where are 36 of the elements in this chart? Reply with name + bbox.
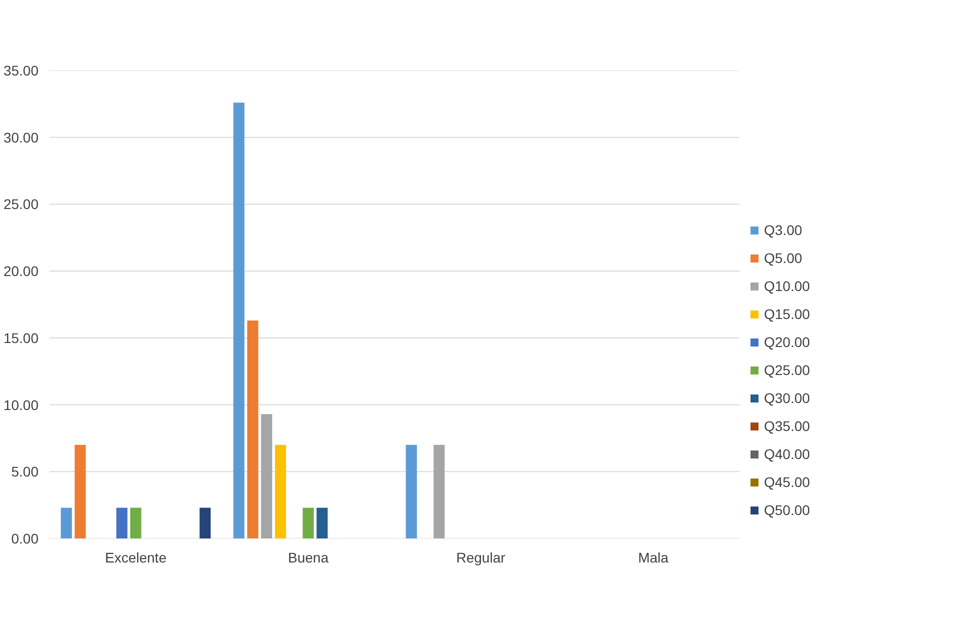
bar [274,444,286,538]
bar [302,508,314,538]
y-tick-label: 35.00 [3,62,39,78]
bar [116,508,128,538]
y-tick-label: 0.00 [11,530,39,546]
y-tick-label: 25.00 [3,196,39,212]
legend-label: Q15.00 [764,306,810,322]
legend-label: Q10.00 [764,278,810,294]
y-tick-label: 30.00 [3,129,39,146]
x-tick-label: Excelente [105,550,167,566]
bar [434,444,445,538]
bar [406,444,417,538]
y-tick-label: 10.00 [3,396,39,413]
bar [74,444,86,538]
y-tick-label: 15.00 [3,330,39,346]
legend-label: Q40.00 [764,446,810,462]
legend-label: Q50.00 [764,502,810,518]
bar [316,508,328,538]
legend-label: Q5.00 [764,250,802,266]
x-tick-label: Mala [638,550,669,566]
legend-label: Q20.00 [764,334,810,350]
x-tick-label: Regular [456,550,506,566]
bar [60,508,72,538]
legend-label: Q3.00 [764,222,802,238]
y-tick-label: 20.00 [3,263,39,280]
y-tick-label: 5.00 [11,464,39,480]
legend-label: Q45.00 [764,474,810,490]
bar [200,508,211,538]
legend-label: Q30.00 [764,390,810,406]
x-tick-label: Buena [288,550,329,566]
bar [261,414,272,538]
bar [247,320,258,538]
bar [130,508,142,538]
bar [233,102,244,538]
legend-label: Q35.00 [764,418,810,434]
legend-label: Q25.00 [764,362,810,378]
